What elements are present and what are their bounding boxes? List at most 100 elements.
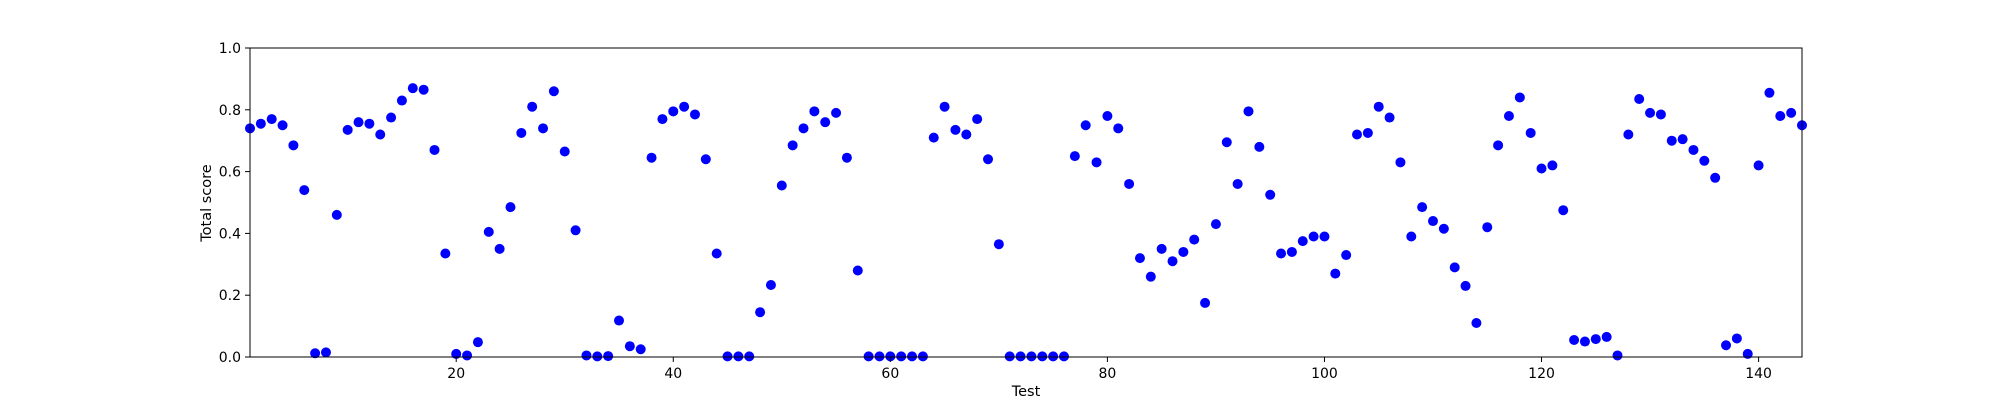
data-point bbox=[1102, 110, 1113, 121]
data-point bbox=[1666, 135, 1677, 146]
data-point bbox=[1308, 231, 1319, 242]
data-point bbox=[646, 152, 657, 163]
data-point bbox=[841, 152, 852, 163]
data-point bbox=[917, 351, 928, 362]
data-point bbox=[1167, 256, 1178, 267]
data-point bbox=[277, 120, 288, 131]
data-point bbox=[592, 351, 603, 362]
data-point bbox=[1731, 333, 1742, 344]
data-point bbox=[1058, 351, 1069, 362]
y-tick-label: 0.8 bbox=[219, 103, 241, 119]
data-point bbox=[1406, 231, 1417, 242]
data-point bbox=[1276, 248, 1287, 259]
data-point bbox=[1048, 351, 1059, 362]
data-point bbox=[310, 348, 321, 359]
data-point bbox=[1645, 107, 1656, 118]
data-point bbox=[494, 243, 505, 254]
data-point bbox=[1612, 350, 1623, 361]
data-point bbox=[505, 202, 516, 213]
data-point bbox=[689, 109, 700, 120]
data-point bbox=[1688, 144, 1699, 155]
data-point bbox=[483, 226, 494, 237]
data-point bbox=[1493, 140, 1504, 151]
data-point bbox=[462, 350, 473, 361]
data-point bbox=[364, 118, 375, 129]
data-point bbox=[429, 144, 440, 155]
data-point bbox=[614, 315, 625, 326]
data-point bbox=[765, 280, 776, 290]
data-point bbox=[1319, 231, 1330, 242]
data-point bbox=[885, 351, 896, 362]
y-tick-label: 0.0 bbox=[219, 350, 241, 366]
data-point bbox=[1427, 216, 1438, 227]
data-point bbox=[353, 117, 364, 128]
data-point bbox=[1558, 205, 1569, 216]
x-tick-label: 80 bbox=[1098, 366, 1116, 382]
data-point bbox=[657, 114, 668, 125]
data-point bbox=[1200, 297, 1211, 308]
x-tick-label: 100 bbox=[1311, 366, 1338, 382]
data-point bbox=[1547, 160, 1558, 171]
data-point bbox=[386, 112, 397, 123]
x-tick-label: 20 bbox=[447, 366, 465, 382]
y-tick-label: 0.2 bbox=[219, 288, 241, 304]
data-point bbox=[1482, 222, 1493, 233]
data-point bbox=[1601, 331, 1612, 342]
data-point bbox=[1156, 243, 1167, 254]
data-point bbox=[1514, 92, 1525, 103]
data-point bbox=[1189, 234, 1200, 245]
data-point bbox=[570, 225, 581, 236]
data-point bbox=[559, 146, 570, 157]
data-point bbox=[787, 140, 798, 151]
data-point bbox=[776, 180, 787, 191]
data-point bbox=[831, 107, 842, 118]
data-point bbox=[1265, 189, 1276, 200]
data-point bbox=[1525, 127, 1536, 138]
y-tick-label: 0.6 bbox=[219, 165, 241, 181]
data-point bbox=[1753, 160, 1764, 171]
data-point bbox=[440, 248, 451, 259]
data-point bbox=[1590, 334, 1601, 345]
data-point bbox=[624, 341, 635, 352]
data-point bbox=[1786, 107, 1797, 118]
data-point bbox=[527, 101, 538, 112]
data-point bbox=[375, 129, 386, 140]
data-point bbox=[288, 140, 299, 151]
y-tick-label: 1.0 bbox=[219, 41, 241, 57]
data-point bbox=[744, 351, 755, 362]
data-point bbox=[961, 129, 972, 140]
data-point bbox=[950, 124, 961, 135]
data-point bbox=[548, 86, 559, 97]
data-point bbox=[255, 118, 266, 129]
x-axis-label: Test bbox=[1011, 384, 1041, 400]
data-point bbox=[928, 132, 939, 143]
data-point bbox=[1699, 155, 1710, 166]
data-point bbox=[1178, 246, 1189, 257]
data-point bbox=[1080, 120, 1091, 131]
data-point bbox=[711, 248, 722, 259]
data-point bbox=[516, 127, 527, 138]
data-point bbox=[1221, 137, 1232, 148]
data-point bbox=[1330, 268, 1341, 279]
data-point bbox=[1069, 151, 1080, 162]
data-point bbox=[1373, 101, 1384, 112]
y-tick-label: 0.4 bbox=[219, 226, 241, 242]
data-point bbox=[1417, 202, 1428, 213]
data-point bbox=[1286, 246, 1297, 257]
data-point bbox=[451, 348, 462, 359]
data-point bbox=[603, 351, 614, 362]
data-point bbox=[418, 84, 429, 95]
data-point bbox=[733, 351, 744, 362]
data-point bbox=[581, 350, 592, 361]
data-point bbox=[1145, 271, 1156, 282]
data-point bbox=[1623, 129, 1634, 140]
data-point bbox=[472, 337, 483, 348]
data-point bbox=[993, 239, 1004, 250]
data-point bbox=[1438, 223, 1449, 234]
data-point bbox=[939, 101, 950, 112]
data-point bbox=[1232, 178, 1243, 189]
data-point bbox=[1395, 157, 1406, 168]
data-point bbox=[1634, 93, 1645, 104]
